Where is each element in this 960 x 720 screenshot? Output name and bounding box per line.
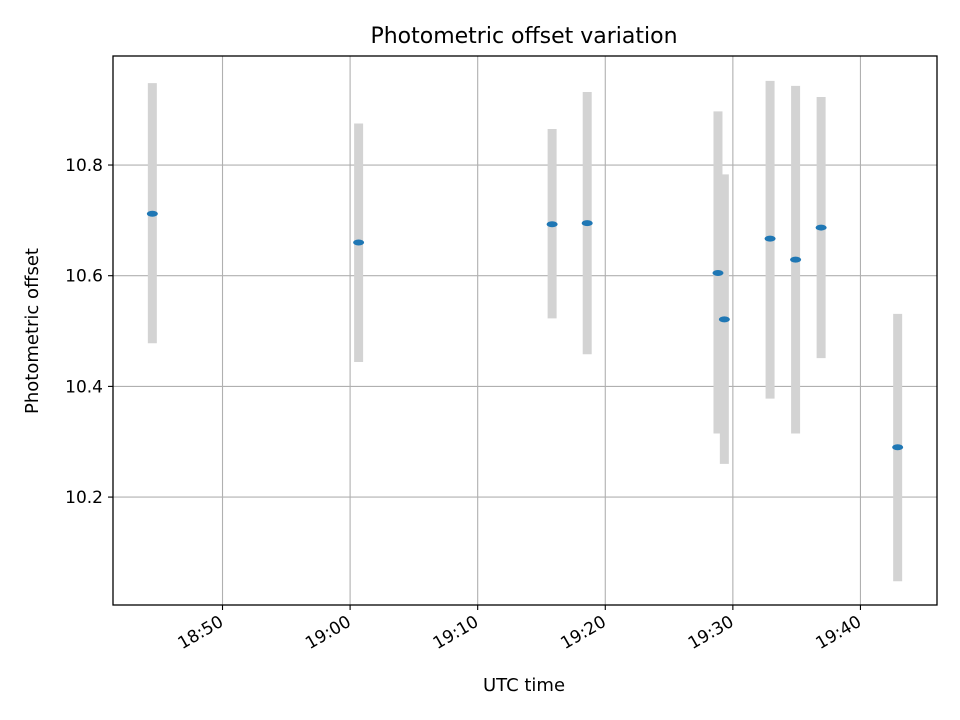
data-point: [146, 210, 158, 217]
data-point: [712, 269, 724, 276]
y-tick-label: 10.4: [65, 377, 103, 397]
y-tick-label: 10.6: [65, 267, 103, 287]
y-tick-label: 10.8: [65, 156, 103, 176]
data-point: [718, 316, 730, 323]
x-tick-label: 19:40: [813, 612, 865, 654]
y-axis-label: Photometric offset: [22, 248, 43, 414]
x-axis-ticks: 18:50 19:00 19:10 19:20 19:30 19:40: [175, 605, 865, 654]
y-tick-label: 10.2: [65, 488, 103, 508]
chart-title: Photometric offset variation: [370, 24, 677, 49]
data-point: [546, 221, 558, 228]
x-tick-label: 19:10: [430, 612, 482, 654]
plot-frame: [112, 55, 938, 606]
x-tick-label: 19:30: [685, 612, 737, 654]
data-point: [790, 256, 802, 263]
x-axis-label: UTC time: [483, 675, 565, 696]
data-point: [581, 220, 593, 227]
y-axis-ticks: 10.2 10.4 10.6 10.8: [65, 156, 113, 508]
x-tick-label: 19:00: [302, 612, 354, 654]
data-points: [146, 210, 904, 451]
x-tick-label: 18:50: [175, 612, 227, 654]
x-tick-label: 19:20: [557, 612, 609, 654]
error-bars: [147, 80, 903, 582]
data-point: [892, 444, 904, 451]
data-point: [353, 239, 365, 246]
data-point: [815, 224, 827, 231]
data-point: [764, 235, 776, 242]
grid-lines: [113, 56, 937, 605]
